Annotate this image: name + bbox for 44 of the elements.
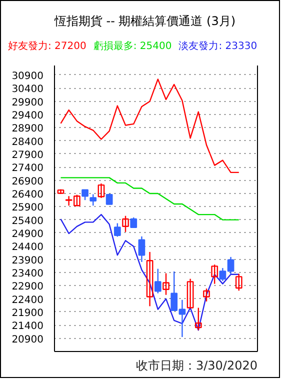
text: 收市日期：3/30/2020 [136, 358, 258, 373]
y-tick-label: 22400 [12, 295, 44, 306]
line-series [60, 214, 240, 332]
candlestick [138, 236, 146, 263]
y-tick-label: 24900 [12, 229, 44, 240]
y-tick-label: 27400 [12, 164, 44, 175]
line-series [60, 178, 240, 221]
candlestick [90, 194, 97, 207]
y-tick-label: 23400 [12, 268, 44, 280]
y-tick-label: 25400 [12, 216, 44, 228]
chart-title: 恆指期貨 -- 期權結算價通道 (3月) [54, 13, 236, 30]
y-tick-label: 24400 [12, 242, 44, 254]
y-tick-label: 26900 [12, 176, 44, 188]
y-tick-label: 28400 [12, 137, 44, 148]
candlestick [186, 278, 194, 309]
candlestick [106, 193, 113, 206]
y-tick-label: 30900 [12, 71, 44, 82]
y-tick-label: 20900 [12, 334, 44, 346]
y-tick-label: 25900 [12, 203, 44, 214]
y-tick-label: 26400 [12, 190, 44, 201]
candlestick [154, 268, 162, 294]
candlestick [162, 273, 170, 296]
y-tick-label: 21400 [12, 322, 44, 333]
y-tick-label: 30400 [12, 84, 44, 96]
candlestick [146, 252, 154, 308]
y-tick-label: 29900 [12, 98, 44, 109]
candlestick [235, 274, 242, 292]
candlestick [203, 288, 210, 302]
text: 好友發力: 27200 [8, 41, 86, 52]
y-tick-label: 22900 [12, 282, 44, 294]
candlestick [211, 264, 218, 285]
candlestick [122, 216, 129, 233]
candlestick [82, 190, 88, 202]
text: 淡友發力: 23330 [178, 41, 258, 52]
y-tick-label: 27900 [12, 150, 44, 162]
line-series [60, 79, 240, 174]
text: 虧損最多: 25400 [93, 41, 172, 52]
candlestick [194, 308, 202, 332]
y-tick-label: 29400 [12, 110, 44, 122]
candlestick [114, 223, 121, 238]
y-tick-label: 21900 [12, 308, 44, 320]
y-tick-label: 23900 [12, 256, 44, 267]
y-tick-label: 28900 [12, 124, 44, 136]
candlestick [98, 183, 105, 199]
